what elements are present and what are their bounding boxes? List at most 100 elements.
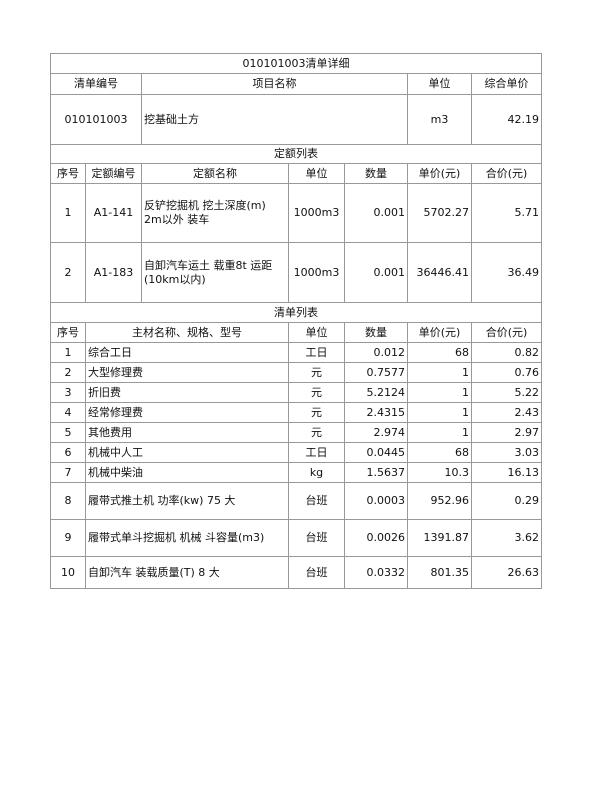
material-total: 0.76 <box>471 362 542 383</box>
quota-header-cell: 单价(元) <box>407 163 472 184</box>
material-name: 机械中柴油 <box>85 462 289 483</box>
material-total: 5.22 <box>471 382 542 403</box>
material-unit-price: 1 <box>407 362 472 383</box>
list-header-cell: 数量 <box>344 322 408 343</box>
material-unit-price: 952.96 <box>407 482 472 520</box>
material-unit-price: 10.3 <box>407 462 472 483</box>
header-price: 综合单价 <box>471 73 542 95</box>
quota-unit-price: 36446.41 <box>407 242 472 303</box>
list-header-cell: 单位 <box>288 322 345 343</box>
material-total: 3.62 <box>471 519 542 557</box>
material-name: 其他费用 <box>85 422 289 443</box>
quota-section-title: 定额列表 <box>50 144 542 164</box>
list-header-row: 序号 主材名称、规格、型号 单位 数量 单价(元) 合价(元) <box>50 322 542 343</box>
quota-name: 反铲挖掘机 挖土深度(m) 2m以外 装车 <box>141 183 289 243</box>
material-name: 自卸汽车 装载质量(T) 8 大 <box>85 556 289 589</box>
quota-total: 36.49 <box>471 242 542 303</box>
quota-quantity: 0.001 <box>344 242 408 303</box>
quota-header-cell: 定额编号 <box>85 163 142 184</box>
row-number: 6 <box>50 442 86 463</box>
quota-unit: 1000m3 <box>288 242 345 303</box>
material-unit-price: 68 <box>407 442 472 463</box>
row-number: 2 <box>50 362 86 383</box>
list-row: 4 经常修理费元 2.4315 1 2.43 <box>50 402 542 423</box>
list-row: 6 机械中人工 工日 0.0445 68 3.03 <box>50 442 542 463</box>
quota-unit: 1000m3 <box>288 183 345 243</box>
list-row: 9 履带式单斗挖掘机 机械 斗容量(m3) 台班 0.0026 1391.87 3.62 <box>50 519 542 557</box>
material-unit: 元 <box>288 422 345 443</box>
material-quantity: 2.4315 <box>344 402 408 423</box>
material-name: 大型修理费 <box>85 362 289 383</box>
list-row: 2 大型修理费元 0.7577 1 0.76 <box>50 362 542 383</box>
material-unit-price: 1 <box>407 382 472 403</box>
quota-name: 自卸汽车运土 载重8t 运距(10km以内) <box>141 242 289 303</box>
quota-header-cell: 单位 <box>288 163 345 184</box>
quota-quantity: 0.001 <box>344 183 408 243</box>
row-number: 3 <box>50 382 86 403</box>
material-name: 经常修理费 <box>85 402 289 423</box>
quota-header-cell: 定额名称 <box>141 163 289 184</box>
table-title: 010101003清单详细 <box>50 53 542 74</box>
material-name: 履带式推土机 功率(kw) 75 大 <box>85 482 289 520</box>
list-row: 7 机械中柴油 kg 1.5637 10.3 16.13 <box>50 462 542 483</box>
row-number: 5 <box>50 422 86 443</box>
material-unit: 元 <box>288 402 345 423</box>
item-name: 挖基础土方 <box>141 94 408 145</box>
material-unit-price: 1 <box>407 422 472 443</box>
material-total: 2.97 <box>471 422 542 443</box>
material-quantity: 0.7577 <box>344 362 408 383</box>
material-total: 26.63 <box>471 556 542 589</box>
material-quantity: 0.0003 <box>344 482 408 520</box>
quota-header-cell: 数量 <box>344 163 408 184</box>
row-number: 1 <box>50 183 86 243</box>
row-number: 4 <box>50 402 86 423</box>
list-section-title: 清单列表 <box>50 302 542 323</box>
header-unit: 单位 <box>407 73 472 95</box>
list-header-cell: 主材名称、规格、型号 <box>85 322 289 343</box>
material-name: 履带式单斗挖掘机 机械 斗容量(m3) <box>85 519 289 557</box>
quota-unit-price: 5702.27 <box>407 183 472 243</box>
quota-code: A1-141 <box>85 183 142 243</box>
quota-header-cell: 合价(元) <box>471 163 542 184</box>
material-unit-price: 68 <box>407 342 472 363</box>
material-quantity: 0.0332 <box>344 556 408 589</box>
quota-total: 5.71 <box>471 183 542 243</box>
material-name: 综合工日 <box>85 342 289 363</box>
item-price: 42.19 <box>471 94 542 145</box>
material-total: 0.29 <box>471 482 542 520</box>
quota-row: 2 A1-183 自卸汽车运土 载重8t 运距(10km以内) 1000m3 0.001… <box>50 242 542 303</box>
row-number: 2 <box>50 242 86 303</box>
list-row: 8 履带式推土机 功率(kw) 75 大台班 0.0003 952.96 0.29 <box>50 482 542 520</box>
material-unit: 元 <box>288 362 345 383</box>
header-code: 清单编号 <box>50 73 142 95</box>
material-unit: 台班 <box>288 556 345 589</box>
material-name: 机械中人工 <box>85 442 289 463</box>
quota-header-cell: 序号 <box>50 163 86 184</box>
row-number: 7 <box>50 462 86 483</box>
material-total: 16.13 <box>471 462 542 483</box>
list-section-title-row: 清单列表 <box>50 302 542 323</box>
material-unit-price: 1 <box>407 402 472 423</box>
row-number: 10 <box>50 556 86 589</box>
quota-row: 1 A1-141 反铲挖掘机 挖土深度(m) 2m以外 装车 1000m3 0.001 5… <box>50 183 542 243</box>
material-total: 2.43 <box>471 402 542 423</box>
row-number: 8 <box>50 482 86 520</box>
quota-code: A1-183 <box>85 242 142 303</box>
row-number: 9 <box>50 519 86 557</box>
material-unit: kg <box>288 462 345 483</box>
material-unit: 元 <box>288 382 345 403</box>
row-number: 1 <box>50 342 86 363</box>
material-name: 折旧费 <box>85 382 289 403</box>
list-row: 3 折旧费元 5.2124 1 5.22 <box>50 382 542 403</box>
list-row: 1 综合工日 工日 0.012 68 0.82 <box>50 342 542 363</box>
bill-detail-table: 010101003清单详细 清单编号 项目名称 单位 综合单价 01010100… <box>50 53 542 589</box>
material-quantity: 0.0026 <box>344 519 408 557</box>
material-quantity: 0.0445 <box>344 442 408 463</box>
material-quantity: 1.5637 <box>344 462 408 483</box>
material-unit: 工日 <box>288 442 345 463</box>
material-unit: 工日 <box>288 342 345 363</box>
list-header-cell: 单价(元) <box>407 322 472 343</box>
header-name: 项目名称 <box>141 73 408 95</box>
material-quantity: 0.012 <box>344 342 408 363</box>
list-header-cell: 合价(元) <box>471 322 542 343</box>
